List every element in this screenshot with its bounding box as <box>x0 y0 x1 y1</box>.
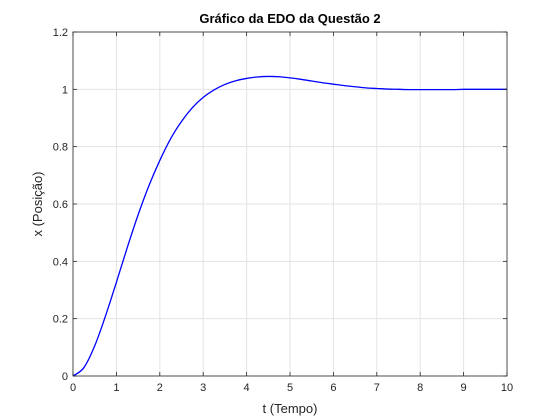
x-tick-label: 5 <box>287 382 293 394</box>
x-tick-label: 1 <box>113 382 119 394</box>
y-tick-label: 0.2 <box>53 314 68 326</box>
y-tick-label: 0 <box>62 371 68 383</box>
y-tick-label: 1 <box>62 84 68 96</box>
x-tick-label: 7 <box>374 382 380 394</box>
y-tick-label: 1.2 <box>53 27 68 39</box>
chart-title: Gráfico da EDO da Questão 2 <box>199 11 380 26</box>
x-tick-label: 2 <box>157 382 163 394</box>
series-line <box>72 75 507 377</box>
x-axis-label: t (Tempo) <box>263 401 318 416</box>
y-tick-label: 0.8 <box>53 142 68 154</box>
x-tick-label: 6 <box>330 382 336 394</box>
y-tick-label: 0.6 <box>53 199 68 211</box>
series-group <box>72 75 507 377</box>
x-tick-label: 4 <box>244 382 250 394</box>
x-tick-label: 9 <box>461 382 467 394</box>
x-tick-label: 10 <box>501 382 513 394</box>
x-tick-label: 8 <box>417 382 423 394</box>
x-tick-label: 0 <box>70 382 76 394</box>
y-axis-label: x (Posição) <box>30 171 45 236</box>
axis-ticks: 0 1 2 3 4 5 6 7 8 9 10 0 0.2 0.4 0.6 0.8 1 1.2 <box>53 27 513 394</box>
x-tick-label: 3 <box>200 382 206 394</box>
y-tick-label: 0.4 <box>53 256 68 268</box>
